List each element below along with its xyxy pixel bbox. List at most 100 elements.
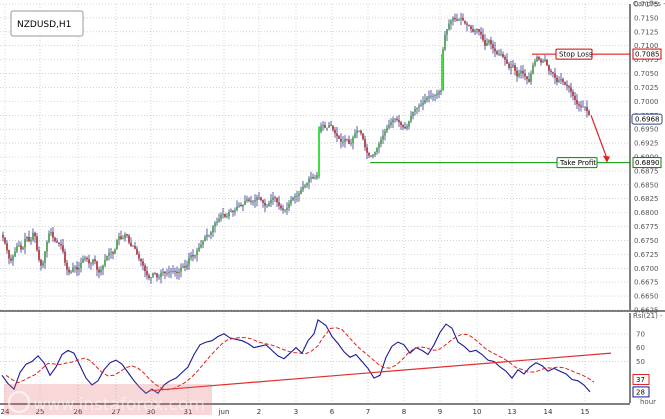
take-profit-tag	[556, 157, 598, 169]
candle-body	[430, 95, 432, 97]
candle-body	[68, 269, 70, 273]
candle-body	[464, 20, 466, 24]
candle-body	[38, 250, 40, 260]
take-profit-group: Take Profit 0.6890	[370, 157, 662, 169]
price-tick-label: 0.6700	[634, 265, 659, 273]
candle-body	[60, 243, 62, 246]
candle-body	[382, 135, 384, 140]
candle-body	[28, 236, 30, 242]
candle-body	[160, 273, 162, 278]
candle-body	[282, 208, 284, 210]
candle-body	[498, 54, 500, 55]
candle-body	[252, 201, 254, 203]
candle-body	[44, 251, 46, 263]
candle-body	[446, 29, 448, 35]
candle-body	[502, 54, 504, 57]
candle-body	[150, 277, 152, 279]
candle-body	[562, 79, 564, 82]
candle-body	[22, 247, 24, 250]
price-axis-title: Candles - NZD	[633, 0, 665, 8]
rsi-y-axis-labels: 70 60 50	[636, 330, 645, 366]
candle-body	[146, 271, 148, 276]
candle-body	[62, 245, 64, 252]
rsi-tick-label: 60	[636, 344, 645, 352]
candle-body	[368, 152, 370, 156]
rsi-series	[1, 319, 612, 395]
candle-body	[304, 185, 306, 187]
candle-body	[122, 238, 124, 240]
candle-body	[86, 257, 88, 260]
candle-body	[538, 56, 540, 60]
candle-body	[506, 59, 508, 64]
candle-body	[576, 99, 578, 105]
candle-body	[328, 125, 330, 128]
rsi-trendline	[151, 352, 612, 392]
candle-body	[238, 204, 240, 207]
rsi-value-label: 37	[636, 376, 645, 384]
time-tick-label: 15	[581, 408, 590, 416]
time-tick-label: 3	[294, 408, 298, 416]
candle-body	[242, 204, 244, 207]
candle-body	[40, 259, 42, 266]
watermark-text: www.instaforex.com	[33, 395, 205, 415]
candle-body	[82, 259, 84, 263]
candle-body	[510, 66, 512, 68]
time-tick-label: 8	[402, 408, 406, 416]
candle-body	[384, 131, 386, 136]
candle-body	[76, 266, 78, 270]
candle-body	[258, 197, 260, 199]
candle-body	[358, 130, 360, 132]
candle-body	[96, 261, 98, 270]
candle-body	[216, 221, 218, 224]
candle-body	[394, 118, 396, 120]
candle-body	[516, 70, 518, 77]
candle-body	[6, 243, 8, 251]
rsi-value-label: 28	[636, 388, 645, 396]
candle-body	[236, 206, 238, 211]
candle-body	[418, 106, 420, 108]
candle-body	[322, 125, 324, 127]
candle-body	[114, 249, 116, 254]
candle-body	[284, 209, 286, 211]
candle-body	[518, 73, 520, 77]
candle-body	[246, 199, 248, 201]
candle-body	[254, 200, 256, 202]
price-grid	[0, 3, 630, 311]
candle-body	[36, 236, 38, 251]
candle-body	[434, 95, 436, 96]
candle-body	[392, 119, 394, 123]
candle-body	[578, 104, 580, 106]
candle-body	[474, 30, 476, 32]
candle-body	[422, 102, 424, 105]
candle-body	[4, 237, 6, 244]
projection-arrow-head	[603, 155, 610, 163]
candle-body	[374, 152, 376, 155]
candle-body	[488, 40, 490, 43]
candle-body	[92, 259, 94, 264]
candle-body	[468, 24, 470, 27]
stop-loss-price-tag	[632, 48, 662, 60]
candle-body	[484, 40, 486, 46]
candle-body	[16, 246, 18, 252]
time-tick-label: 13	[508, 408, 517, 416]
candle-body	[70, 271, 72, 273]
candle-body	[208, 234, 210, 236]
time-tick-label: 7	[366, 408, 370, 416]
candle-body	[504, 56, 506, 60]
price-tick-label: 0.7150	[634, 14, 659, 22]
candle-body	[402, 125, 404, 128]
candle-body	[264, 202, 266, 206]
candle-body	[250, 200, 252, 202]
candle-body	[140, 258, 142, 262]
price-tick-label: 0.6725	[634, 251, 659, 259]
candle-body	[24, 239, 26, 248]
candle-body	[272, 197, 274, 201]
time-tick-label: jun	[218, 408, 230, 416]
candle-body	[436, 93, 438, 96]
price-tick-label: 0.6925	[634, 140, 659, 148]
time-tick-label: 27	[112, 408, 121, 416]
time-tick-label: 26	[74, 408, 83, 416]
candle-body	[342, 141, 344, 143]
candle-body	[552, 72, 554, 74]
candle-body	[176, 271, 178, 274]
